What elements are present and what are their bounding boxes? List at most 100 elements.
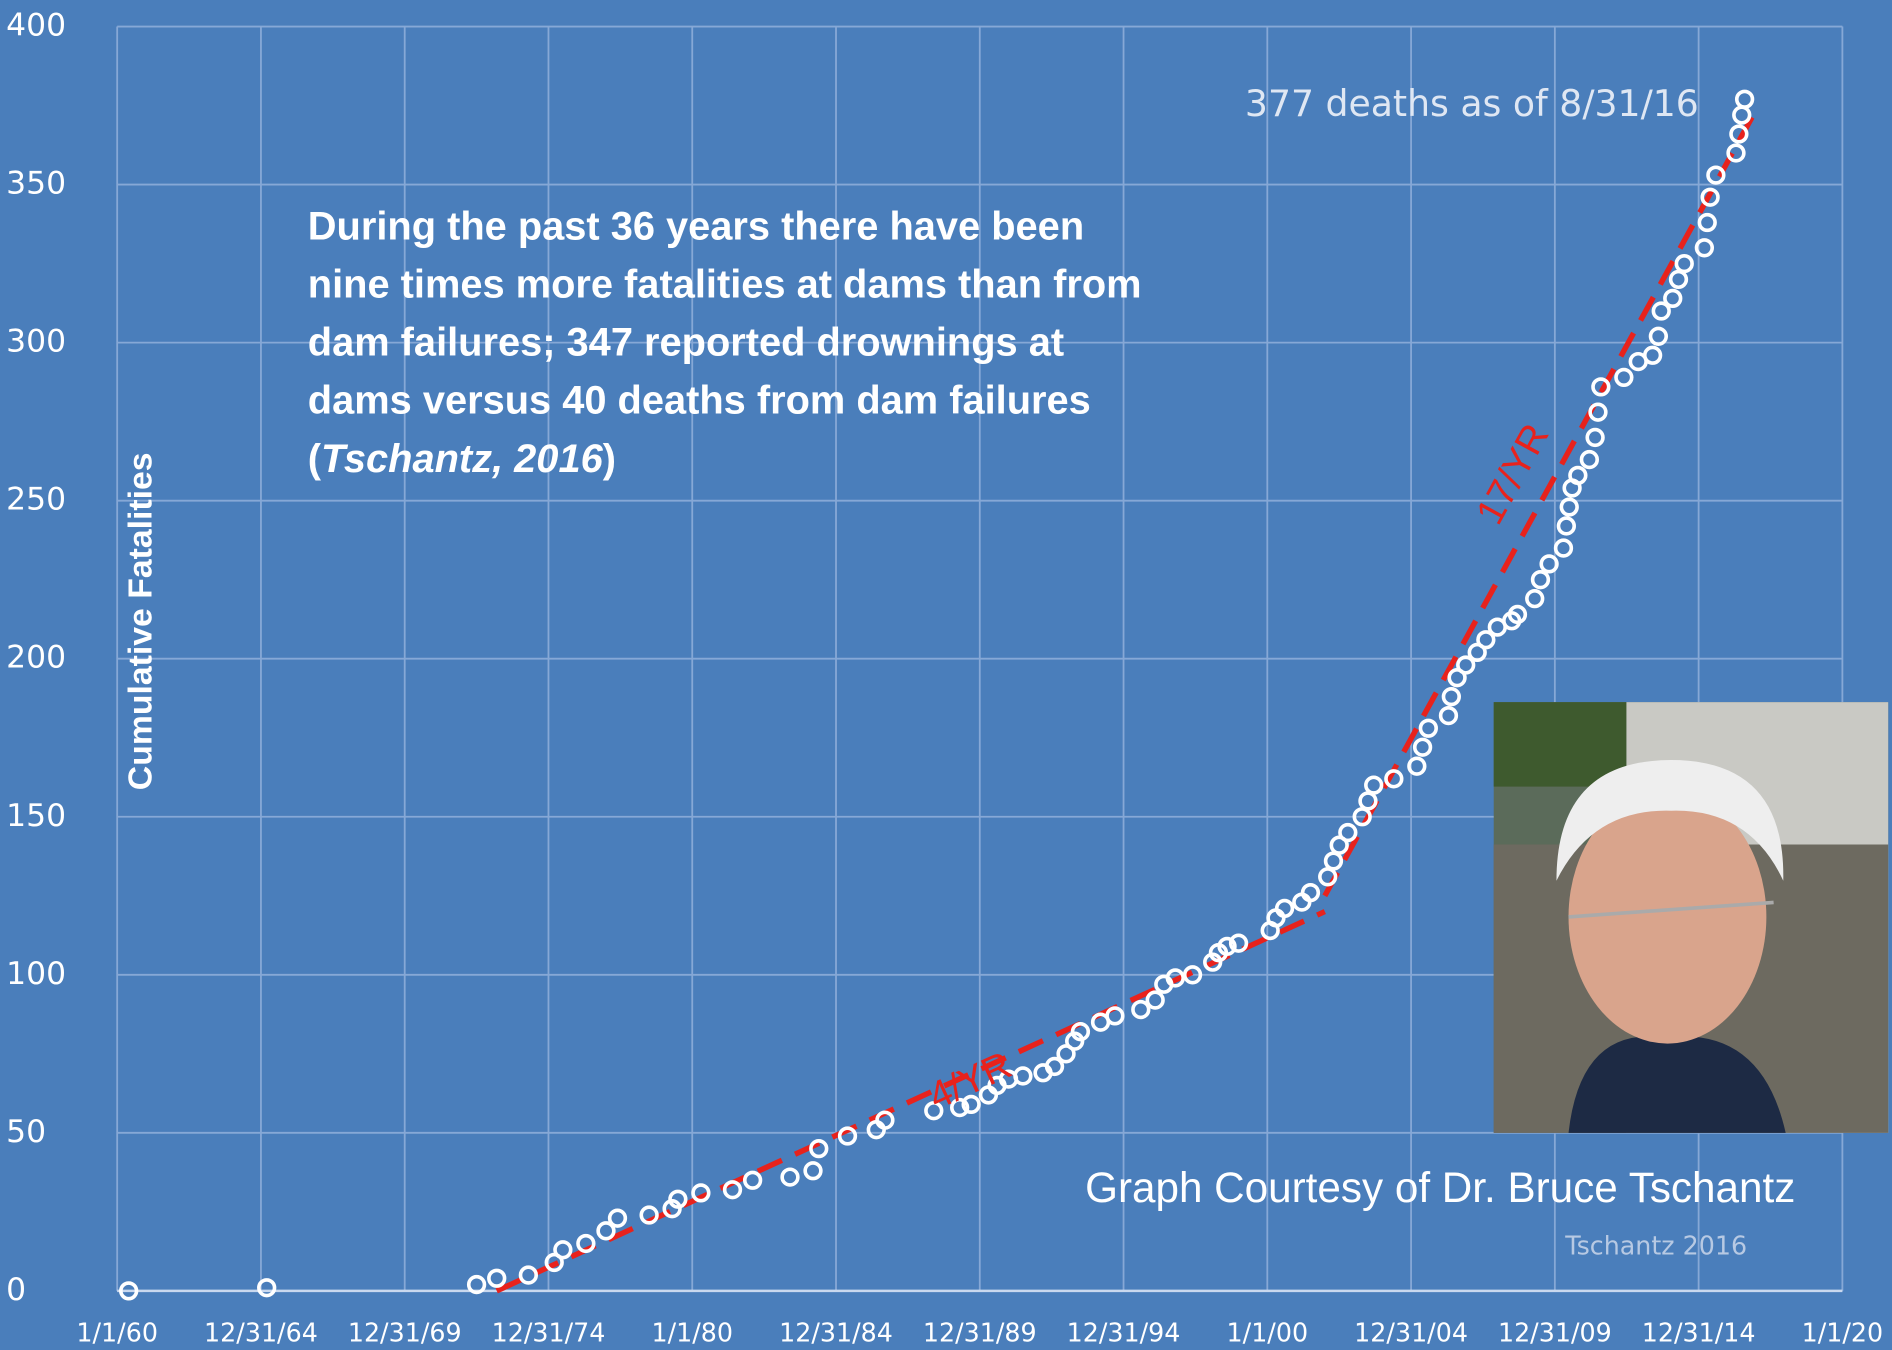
point: [1648, 326, 1669, 346]
point: [119, 1281, 139, 1301]
y-tick-label: 400: [6, 8, 66, 44]
point: [875, 1110, 895, 1130]
y-tick-label: 150: [6, 798, 66, 834]
point: [1300, 882, 1321, 903]
point: [1568, 465, 1588, 486]
x-tick-label: 12/31/04: [1354, 1317, 1468, 1347]
note-line: nine times more fatalities at dams than …: [308, 263, 1142, 307]
point: [1539, 554, 1559, 574]
x-tick-label: 12/31/69: [348, 1317, 462, 1347]
photo-hair: [1556, 760, 1784, 881]
photo-glasses: [1568, 900, 1774, 919]
point: [722, 1180, 743, 1200]
x-tick-label: 12/31/94: [1067, 1317, 1181, 1347]
note-line: During the past 36 years there have been: [308, 205, 1084, 249]
x-tick-label: 1/1/00: [1227, 1317, 1309, 1347]
note: During the past 36 years there have been…: [308, 205, 1142, 481]
point: [1726, 143, 1746, 163]
point: [1674, 253, 1694, 274]
point: [1274, 898, 1295, 919]
point: [1556, 516, 1576, 536]
point: [1165, 968, 1185, 988]
point: [1559, 497, 1579, 517]
point: [1070, 1022, 1091, 1042]
point: [1056, 1044, 1076, 1064]
point: [1651, 301, 1671, 321]
point: [1131, 999, 1151, 1020]
point: [924, 1101, 944, 1121]
y-tick-label: 50: [6, 1114, 46, 1150]
point: [1697, 212, 1717, 233]
y-tick-label: 200: [6, 640, 66, 676]
point: [742, 1170, 763, 1190]
point: [668, 1189, 688, 1209]
point: [1507, 604, 1528, 625]
note-line: dam failures; 347 reported drownings at: [308, 321, 1064, 365]
point: [1217, 936, 1237, 957]
point: [1476, 630, 1496, 650]
point: [1013, 1066, 1033, 1086]
point: [1323, 851, 1344, 871]
note-paren: (: [308, 436, 322, 480]
point: [1530, 570, 1551, 590]
point: [1318, 867, 1338, 887]
y-tick-label: 0: [6, 1272, 26, 1308]
point: [837, 1126, 858, 1146]
trend-lines: [495, 113, 1756, 1294]
point: [1182, 965, 1203, 985]
photo: [1493, 702, 1889, 1133]
x-tick-label: 12/31/14: [1642, 1317, 1756, 1347]
x-tick-label: 12/31/89: [923, 1317, 1037, 1347]
point: [607, 1208, 628, 1228]
point: [1228, 933, 1249, 953]
photo-shoulders: [1568, 1036, 1786, 1133]
point: [466, 1274, 487, 1295]
point: [1668, 269, 1689, 290]
point: [1364, 775, 1384, 795]
point: [544, 1252, 564, 1273]
point: [1729, 124, 1749, 144]
point: [1352, 807, 1372, 827]
point: [1145, 990, 1165, 1010]
point: [961, 1094, 981, 1115]
point: [1358, 791, 1378, 811]
point: [1585, 427, 1605, 448]
photo-trees: [1493, 702, 1627, 787]
point: [1614, 367, 1634, 388]
point: [1591, 377, 1611, 397]
y-tick-label: 350: [6, 166, 66, 202]
point: [1203, 952, 1223, 972]
x-tick-label: 12/31/09: [1498, 1317, 1612, 1347]
trend-line: [1322, 113, 1756, 898]
x-tick-label: 12/31/84: [779, 1317, 893, 1347]
y-axis-label: Cumulative Fatalities: [121, 452, 159, 790]
point: [1706, 165, 1726, 185]
point: [950, 1097, 970, 1118]
point: [1329, 835, 1349, 855]
x-tick-label: 1/1/80: [651, 1317, 733, 1347]
point: [1588, 402, 1608, 422]
point: [576, 1233, 596, 1254]
point: [1412, 737, 1433, 757]
point: [1418, 718, 1438, 738]
point: [257, 1278, 277, 1298]
point: [1694, 238, 1715, 258]
point: [1441, 686, 1461, 707]
point: [1438, 705, 1459, 726]
note-paren: ): [603, 436, 616, 480]
point: [1044, 1056, 1065, 1077]
point: [1525, 589, 1545, 609]
point: [1553, 538, 1574, 558]
point: [1456, 655, 1476, 675]
y-tick-label: 250: [6, 482, 66, 518]
watermark: Tschantz 2016: [1564, 1230, 1747, 1260]
point: [487, 1268, 507, 1288]
point: [518, 1265, 539, 1285]
y-tick-label: 300: [6, 324, 66, 360]
point: [1642, 345, 1663, 365]
point: [1407, 756, 1427, 776]
points: [119, 89, 1755, 1301]
credit: Graph Courtesy of Dr. Bruce Tschantz: [1085, 1164, 1795, 1211]
